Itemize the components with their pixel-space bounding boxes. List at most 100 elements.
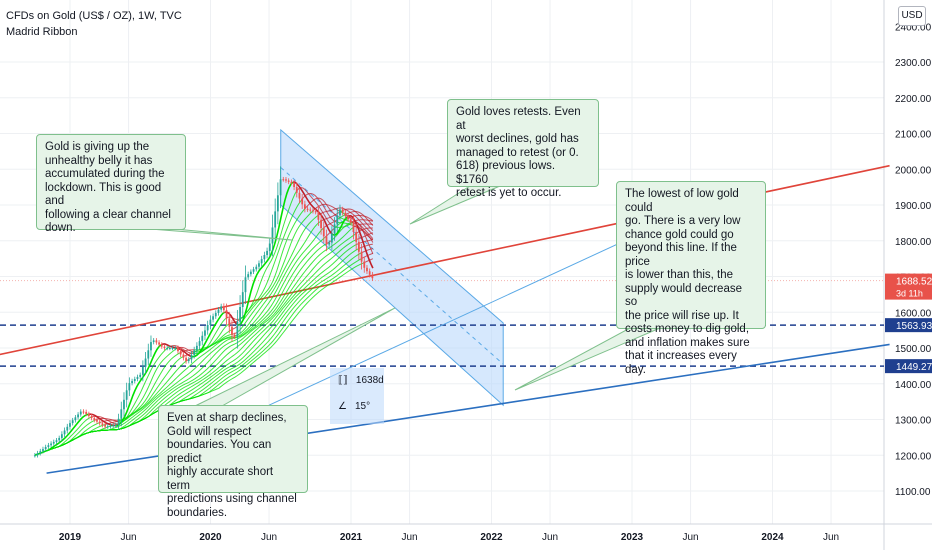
candle-body bbox=[231, 326, 233, 335]
symbol-title: CFDs on Gold (US$ / OZ), 1W, TVC bbox=[6, 10, 182, 22]
candle-body bbox=[36, 453, 39, 456]
note-pointers bbox=[149, 185, 661, 407]
x-tick-label: Jun bbox=[120, 532, 136, 543]
candle-body bbox=[109, 425, 112, 427]
candle-body bbox=[212, 316, 214, 320]
ribbon-line bbox=[194, 323, 230, 353]
candle-body bbox=[71, 420, 74, 424]
ribbon-line bbox=[238, 200, 302, 321]
x-tick-label: 2024 bbox=[761, 532, 784, 543]
level-tag-2-bg bbox=[885, 359, 932, 374]
ribbon-line bbox=[168, 345, 193, 354]
candle-body bbox=[330, 233, 333, 243]
candle-body bbox=[312, 210, 314, 212]
candle-body bbox=[295, 187, 298, 193]
candle-body bbox=[179, 351, 182, 355]
ribbon-line bbox=[180, 349, 195, 353]
ribbon-line bbox=[100, 419, 119, 423]
candle-body bbox=[60, 434, 63, 438]
madrid-ribbon bbox=[34, 181, 374, 456]
candle-body bbox=[360, 251, 363, 262]
candle-body bbox=[96, 420, 98, 422]
candle-body bbox=[363, 261, 366, 268]
x-tick-label: 2019 bbox=[59, 532, 82, 543]
candle-body bbox=[293, 183, 295, 188]
candle-body bbox=[166, 348, 169, 349]
candle-body bbox=[195, 345, 198, 351]
time-axis: 2019 Jun 2020 Jun 2021 Jun 2022 Jun 2023 Jun 2024 J… bbox=[59, 532, 839, 543]
candle-body bbox=[328, 242, 331, 245]
candle-body bbox=[204, 330, 206, 336]
candle-body bbox=[301, 198, 304, 205]
candle-body bbox=[90, 416, 93, 419]
x-tick-label: Jun bbox=[401, 532, 417, 543]
note-retests: Gold loves retests. Even at worst declin… bbox=[447, 99, 599, 199]
y-tick-label: 2100.00 bbox=[895, 130, 932, 141]
candle-body bbox=[255, 266, 258, 270]
candle-body bbox=[55, 440, 58, 442]
note-lowest: The lowest of low gold could go. There i… bbox=[616, 181, 766, 376]
candle-body bbox=[217, 309, 220, 313]
x-tick-label: 2020 bbox=[199, 532, 222, 543]
y-tick-label: 1300.00 bbox=[895, 416, 932, 427]
candle-body bbox=[63, 430, 66, 435]
candle-body bbox=[236, 321, 239, 337]
candle-body bbox=[320, 219, 322, 229]
candle-body bbox=[368, 271, 371, 275]
candle-body bbox=[276, 195, 279, 212]
candle-body bbox=[133, 378, 136, 382]
candle-body bbox=[128, 383, 131, 391]
candle-body bbox=[290, 181, 293, 184]
candle-body bbox=[66, 426, 69, 431]
ribbon-line bbox=[350, 219, 374, 223]
angle-icon: ∠ bbox=[338, 401, 347, 412]
candle-body bbox=[187, 359, 190, 362]
candle-body bbox=[125, 390, 128, 400]
ribbon-line bbox=[360, 252, 374, 260]
candle-body bbox=[347, 216, 349, 220]
candle-body bbox=[260, 259, 263, 264]
currency-button[interactable]: USD bbox=[898, 6, 926, 26]
ribbon-line bbox=[234, 214, 320, 337]
date-range-measure[interactable]: ⟦⟧ 1638d ∠ 15° bbox=[330, 368, 384, 424]
ribbon-line bbox=[336, 214, 346, 221]
candle-body bbox=[252, 269, 255, 272]
candle-body bbox=[44, 447, 47, 450]
price-axis: 1100.00 1200.00 1300.00 1400.00 1500.00 1600.… bbox=[895, 22, 932, 498]
y-tick-label: 1600.00 bbox=[895, 308, 932, 319]
candle-body bbox=[136, 376, 139, 379]
candle-body bbox=[163, 346, 166, 348]
candle-body bbox=[371, 274, 374, 279]
candle-body bbox=[104, 424, 106, 427]
x-tick-label: Jun bbox=[261, 532, 277, 543]
ribbon-line bbox=[160, 343, 192, 358]
candle-body bbox=[317, 212, 320, 220]
candle-body bbox=[74, 417, 77, 421]
ribbon-line bbox=[34, 262, 364, 456]
ribbon-line bbox=[346, 214, 374, 269]
candle-body bbox=[271, 227, 274, 244]
current-price-tag: 1688.52 bbox=[896, 277, 932, 288]
candle-body bbox=[185, 357, 187, 362]
candle-body bbox=[220, 306, 223, 310]
current-price-tag-bg bbox=[885, 273, 932, 300]
ribbon-line bbox=[192, 317, 228, 355]
candle-body bbox=[79, 411, 82, 415]
candle-body bbox=[47, 445, 50, 448]
ribbon-line bbox=[304, 197, 340, 218]
ribbon-line bbox=[356, 232, 374, 240]
candle-body bbox=[150, 342, 152, 351]
candle-body bbox=[77, 414, 79, 418]
candle-body bbox=[225, 310, 228, 319]
candle-body bbox=[87, 413, 90, 417]
candle-body bbox=[282, 179, 285, 181]
y-tick-label: 2000.00 bbox=[895, 165, 932, 176]
measure-angle: 15° bbox=[354, 401, 371, 412]
x-tick-label: Jun bbox=[682, 532, 698, 543]
candle-body bbox=[174, 348, 177, 349]
candle-body bbox=[201, 335, 204, 342]
ribbon-line bbox=[320, 212, 340, 222]
ribbon-line bbox=[114, 344, 162, 427]
